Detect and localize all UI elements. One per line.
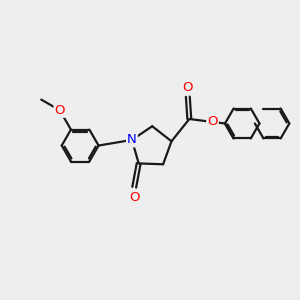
Text: O: O xyxy=(129,191,140,204)
Text: O: O xyxy=(207,116,218,128)
Text: N: N xyxy=(127,134,137,146)
Text: O: O xyxy=(183,81,193,94)
Text: O: O xyxy=(55,104,65,117)
